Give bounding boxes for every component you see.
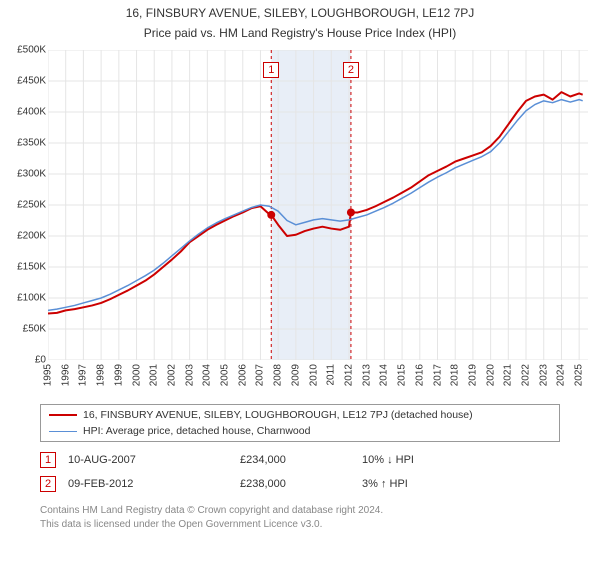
sale-date: 10-AUG-2007 bbox=[68, 454, 228, 466]
legend-item: 16, FINSBURY AVENUE, SILEBY, LOUGHBOROUG… bbox=[49, 407, 551, 423]
sale-price: £238,000 bbox=[240, 478, 350, 490]
y-tick-label: £200K bbox=[2, 231, 46, 242]
x-tick-label: 2000 bbox=[131, 364, 142, 386]
sale-marker-dot bbox=[347, 208, 355, 216]
x-tick-label: 2022 bbox=[521, 364, 532, 386]
sale-price: £234,000 bbox=[240, 454, 350, 466]
sale-date: 09-FEB-2012 bbox=[68, 478, 228, 490]
x-tick-label: 1997 bbox=[78, 364, 89, 386]
footer-line-2: This data is licensed under the Open Gov… bbox=[40, 518, 383, 532]
y-tick-label: £350K bbox=[2, 138, 46, 149]
x-tick-label: 2024 bbox=[556, 364, 567, 386]
sale-record-number: 1 bbox=[40, 452, 56, 468]
data-attribution: Contains HM Land Registry data © Crown c… bbox=[40, 504, 383, 531]
x-tick-label: 1995 bbox=[43, 364, 54, 386]
x-tick-label: 2021 bbox=[503, 364, 514, 386]
y-tick-label: £50K bbox=[2, 324, 46, 335]
sale-hpi-delta: 10% ↓ HPI bbox=[362, 454, 482, 466]
price-chart: £0£50K£100K£150K£200K£250K£300K£350K£400… bbox=[48, 50, 588, 400]
legend-item: HPI: Average price, detached house, Char… bbox=[49, 423, 551, 439]
y-tick-label: £100K bbox=[2, 293, 46, 304]
title-address-text: 16, FINSBURY AVENUE, SILEBY, LOUGHBOROUG… bbox=[126, 6, 475, 20]
x-tick-label: 2025 bbox=[574, 364, 585, 386]
y-tick-label: £450K bbox=[2, 76, 46, 87]
x-tick-label: 2018 bbox=[450, 364, 461, 386]
y-tick-label: £250K bbox=[2, 200, 46, 211]
y-tick-label: £0 bbox=[2, 355, 46, 366]
x-tick-label: 2013 bbox=[361, 364, 372, 386]
x-tick-label: 2023 bbox=[538, 364, 549, 386]
subtitle-text: Price paid vs. HM Land Registry's House … bbox=[144, 26, 456, 40]
x-tick-label: 2010 bbox=[308, 364, 319, 386]
y-tick-label: £300K bbox=[2, 169, 46, 180]
sale-marker-box: 1 bbox=[263, 62, 279, 78]
chart-subtitle: Price paid vs. HM Land Registry's House … bbox=[0, 24, 600, 42]
chart-legend: 16, FINSBURY AVENUE, SILEBY, LOUGHBOROUG… bbox=[40, 404, 560, 442]
legend-swatch bbox=[49, 431, 77, 432]
sale-record-number: 2 bbox=[40, 476, 56, 492]
x-tick-label: 2001 bbox=[149, 364, 160, 386]
x-tick-label: 2009 bbox=[290, 364, 301, 386]
y-axis-labels: £0£50K£100K£150K£200K£250K£300K£350K£400… bbox=[0, 50, 48, 360]
legend-label: 16, FINSBURY AVENUE, SILEBY, LOUGHBOROUG… bbox=[83, 409, 473, 421]
x-tick-label: 2003 bbox=[184, 364, 195, 386]
sale-record-row: 2 09-FEB-2012 £238,000 3% ↑ HPI bbox=[40, 476, 482, 492]
x-tick-label: 2007 bbox=[255, 364, 266, 386]
x-tick-label: 2016 bbox=[414, 364, 425, 386]
y-tick-label: £500K bbox=[2, 45, 46, 56]
x-tick-label: 2008 bbox=[273, 364, 284, 386]
x-tick-label: 1998 bbox=[96, 364, 107, 386]
x-tick-label: 2002 bbox=[166, 364, 177, 386]
x-axis-labels: 1995199619971998199920002001200220032004… bbox=[48, 360, 588, 400]
footer-line-1: Contains HM Land Registry data © Crown c… bbox=[40, 504, 383, 518]
x-tick-label: 2020 bbox=[485, 364, 496, 386]
sale-marker-dot bbox=[267, 211, 275, 219]
legend-label: HPI: Average price, detached house, Char… bbox=[83, 425, 310, 437]
x-tick-label: 2012 bbox=[343, 364, 354, 386]
x-tick-label: 1996 bbox=[60, 364, 71, 386]
x-tick-label: 2011 bbox=[326, 364, 337, 386]
legend-swatch bbox=[49, 414, 77, 416]
x-tick-label: 2015 bbox=[397, 364, 408, 386]
x-tick-label: 1999 bbox=[113, 364, 124, 386]
sale-record-row: 1 10-AUG-2007 £234,000 10% ↓ HPI bbox=[40, 452, 482, 468]
chart-title-address: 16, FINSBURY AVENUE, SILEBY, LOUGHBOROUG… bbox=[0, 4, 600, 22]
sale-marker-box: 2 bbox=[343, 62, 359, 78]
x-tick-label: 2014 bbox=[379, 364, 390, 386]
x-tick-label: 2019 bbox=[467, 364, 478, 386]
x-tick-label: 2017 bbox=[432, 364, 443, 386]
chart-svg bbox=[48, 50, 588, 360]
sale-hpi-delta: 3% ↑ HPI bbox=[362, 478, 482, 490]
x-tick-label: 2006 bbox=[237, 364, 248, 386]
page: 16, FINSBURY AVENUE, SILEBY, LOUGHBOROUG… bbox=[0, 4, 600, 564]
x-tick-label: 2004 bbox=[202, 364, 213, 386]
x-tick-label: 2005 bbox=[220, 364, 231, 386]
y-tick-label: £400K bbox=[2, 107, 46, 118]
y-tick-label: £150K bbox=[2, 262, 46, 273]
